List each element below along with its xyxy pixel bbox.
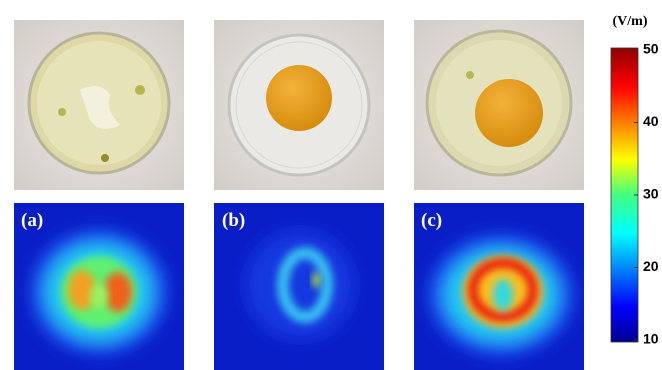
colorbar	[611, 48, 638, 342]
figure: (a) (b) (c) (V/m) 10 20 30 40 50	[0, 0, 662, 370]
tick-label: 40	[643, 113, 659, 129]
panel-label: (a)	[21, 210, 43, 231]
photo-a	[14, 20, 184, 190]
photo-b	[214, 20, 384, 190]
photo-c	[414, 20, 584, 190]
tick-label: 50	[643, 41, 659, 57]
colorbar-title: (V/m)	[613, 14, 648, 29]
panel-label: (c)	[421, 210, 442, 231]
tick-label: 20	[643, 258, 659, 274]
tick-label: 10	[643, 331, 659, 347]
panel-label: (b)	[222, 210, 245, 231]
tick-label: 30	[643, 186, 659, 202]
